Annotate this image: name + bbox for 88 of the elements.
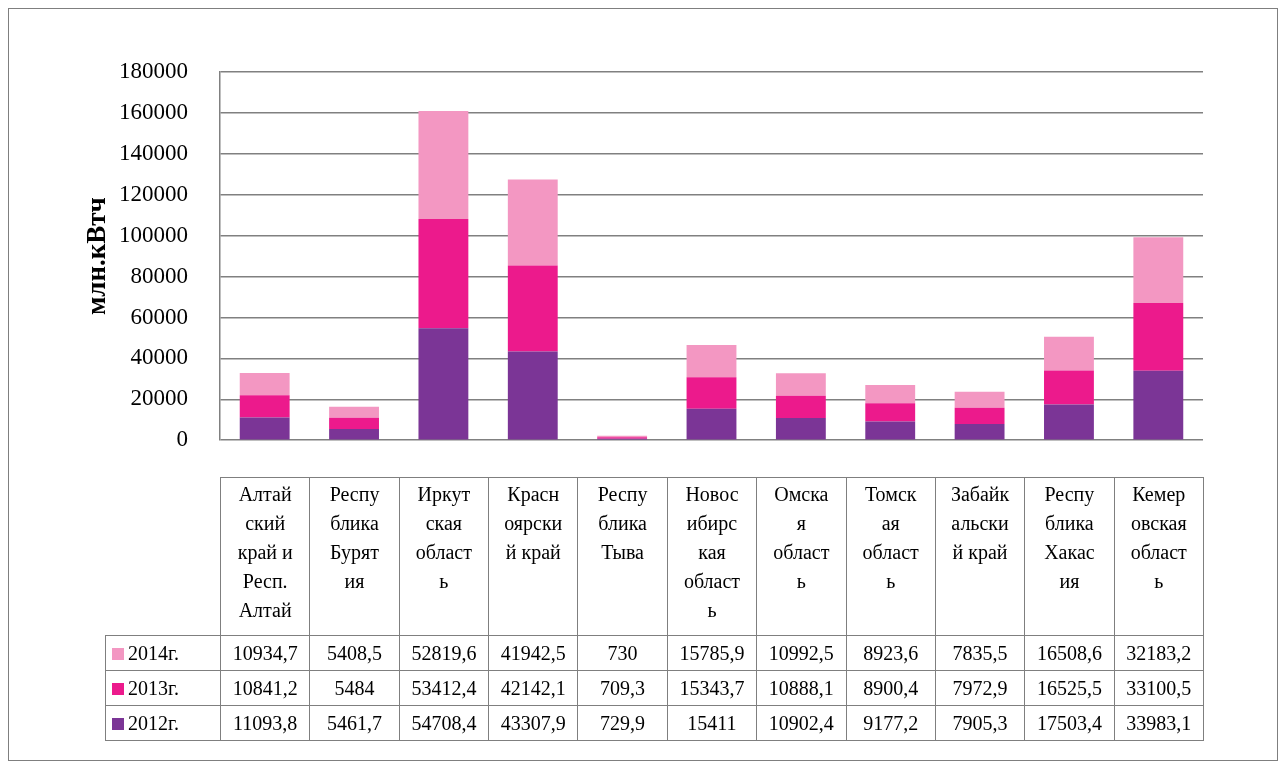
y-tick-label: 160000 xyxy=(119,98,188,124)
bar xyxy=(329,417,379,430)
data-label: 41942,5 xyxy=(488,635,578,671)
data-label: 53412,4 xyxy=(399,670,489,706)
data-label: 15411 xyxy=(667,705,757,741)
data-label: 33983,1 xyxy=(1114,705,1204,741)
x-tick-label: Республика Хакасия xyxy=(1024,477,1115,636)
bar xyxy=(954,407,1005,425)
bar xyxy=(1044,404,1094,440)
data-label: 52819,6 xyxy=(399,635,489,671)
bar xyxy=(1044,336,1094,371)
data-label: 8900,4 xyxy=(846,670,936,706)
legend-label: 2012г. xyxy=(105,705,221,741)
data-label: 5461,7 xyxy=(309,705,400,741)
x-tick-label: Омская область xyxy=(756,477,847,636)
bar xyxy=(1133,370,1184,440)
bar xyxy=(1133,302,1184,371)
bar xyxy=(686,345,737,378)
bar xyxy=(507,265,558,352)
data-label: 10934,7 xyxy=(220,635,310,671)
y-tick-label: 20000 xyxy=(130,385,188,411)
bar xyxy=(239,372,290,396)
data-label: 17503,4 xyxy=(1024,705,1115,741)
data-label: 709,3 xyxy=(577,670,668,706)
data-label: 729,9 xyxy=(577,705,668,741)
x-tick-label: Республика Тыва xyxy=(577,477,668,636)
y-tick-label: 40000 xyxy=(130,344,188,370)
data-label: 8923,6 xyxy=(846,635,936,671)
x-tick-label: Кемеровская область xyxy=(1114,477,1204,636)
data-label: 11093,8 xyxy=(220,705,310,741)
bar xyxy=(686,377,737,409)
data-label: 10841,2 xyxy=(220,670,310,706)
bar xyxy=(239,395,290,418)
x-tick-label: Забайкальский край xyxy=(935,477,1025,636)
data-label: 10992,5 xyxy=(756,635,847,671)
data-label: 7835,5 xyxy=(935,635,1025,671)
data-label: 5408,5 xyxy=(309,635,400,671)
bar xyxy=(865,403,916,422)
y-tick-label: 140000 xyxy=(119,139,188,165)
bar xyxy=(686,408,737,440)
bar xyxy=(775,417,826,440)
bar xyxy=(329,429,379,440)
data-label: 16525,5 xyxy=(1024,670,1115,706)
bar xyxy=(418,328,469,440)
data-label: 54708,4 xyxy=(399,705,489,741)
bar xyxy=(239,417,290,440)
data-label: 43307,9 xyxy=(488,705,578,741)
x-tick-label: Томская область xyxy=(846,477,936,636)
data-label: 9177,2 xyxy=(846,705,936,741)
bar xyxy=(954,424,1005,440)
data-label: 7905,3 xyxy=(935,705,1025,741)
data-label: 32183,2 xyxy=(1114,635,1204,671)
data-label: 42142,1 xyxy=(488,670,578,706)
x-tick-label: Новосибирская область xyxy=(667,477,757,636)
data-label: 16508,6 xyxy=(1024,635,1115,671)
bar xyxy=(865,421,916,440)
data-label: 5484 xyxy=(309,670,400,706)
bar xyxy=(775,373,826,396)
bar xyxy=(954,391,1005,408)
data-label: 10888,1 xyxy=(756,670,847,706)
y-tick-label: 180000 xyxy=(119,58,188,84)
x-tick-label: Республика Бурятия xyxy=(309,477,400,636)
bar xyxy=(418,219,469,329)
data-label: 730 xyxy=(577,635,668,671)
bar xyxy=(1044,370,1094,405)
bar xyxy=(865,384,916,404)
bar xyxy=(507,351,558,440)
y-tick-label: 0 xyxy=(176,426,188,452)
data-label: 33100,5 xyxy=(1114,670,1204,706)
y-tick-label: 80000 xyxy=(130,262,188,288)
y-tick-label: 60000 xyxy=(130,303,188,329)
bar xyxy=(418,110,469,220)
data-label: 15785,9 xyxy=(667,635,757,671)
y-tick-label: 120000 xyxy=(119,180,188,206)
bar xyxy=(1133,237,1184,303)
bar xyxy=(329,406,379,418)
bar xyxy=(507,179,558,266)
data-label: 10902,4 xyxy=(756,705,847,741)
y-tick-label: 100000 xyxy=(119,221,188,247)
x-tick-label: Иркутская область xyxy=(399,477,489,636)
x-tick-label: Красноярский край xyxy=(488,477,578,636)
x-tick-label: Алтайский край и Респ. Алтай xyxy=(220,477,310,636)
legend-label: 2013г. xyxy=(105,670,221,706)
data-label: 15343,7 xyxy=(667,670,757,706)
legend-label: 2014г. xyxy=(105,635,221,671)
data-label: 7972,9 xyxy=(935,670,1025,706)
bar xyxy=(775,395,826,418)
y-axis-title: млн.кВтч xyxy=(81,197,112,316)
